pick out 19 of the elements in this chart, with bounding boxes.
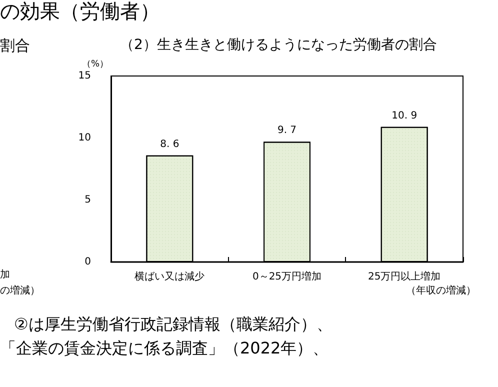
- x-tick-label: 0～25万円増加: [252, 270, 322, 282]
- y-tick-label: 0: [84, 256, 91, 268]
- data-label: 8. 6: [160, 138, 180, 150]
- y-axis-title: （%）: [82, 60, 109, 70]
- x-tick-label: 横ばい又は減少: [134, 270, 205, 282]
- data-label: 10. 9: [392, 110, 418, 122]
- y-tick-label: 10: [78, 132, 91, 144]
- chart-title: の効果（労働者）: [0, 0, 160, 23]
- y-tick-label: 5: [84, 194, 91, 206]
- data-label: 9. 7: [277, 125, 297, 136]
- x-tick-label: 25万円以上増加: [368, 270, 441, 282]
- y-tick-label: 15: [78, 70, 91, 82]
- x-axis-title: （年収の増減）: [406, 284, 476, 296]
- text: ②は厚生労働省行政記録情報（職業紹介）、: [14, 314, 332, 334]
- text: 加: [0, 268, 10, 280]
- text: の増減）: [0, 284, 40, 296]
- chart-subtitle: （2）生き生きと働けるようになった労働者の割合: [120, 37, 437, 53]
- text: 「企業の賃金決定に係る調査」（2022年）、: [0, 338, 329, 358]
- text: 割合: [0, 36, 30, 54]
